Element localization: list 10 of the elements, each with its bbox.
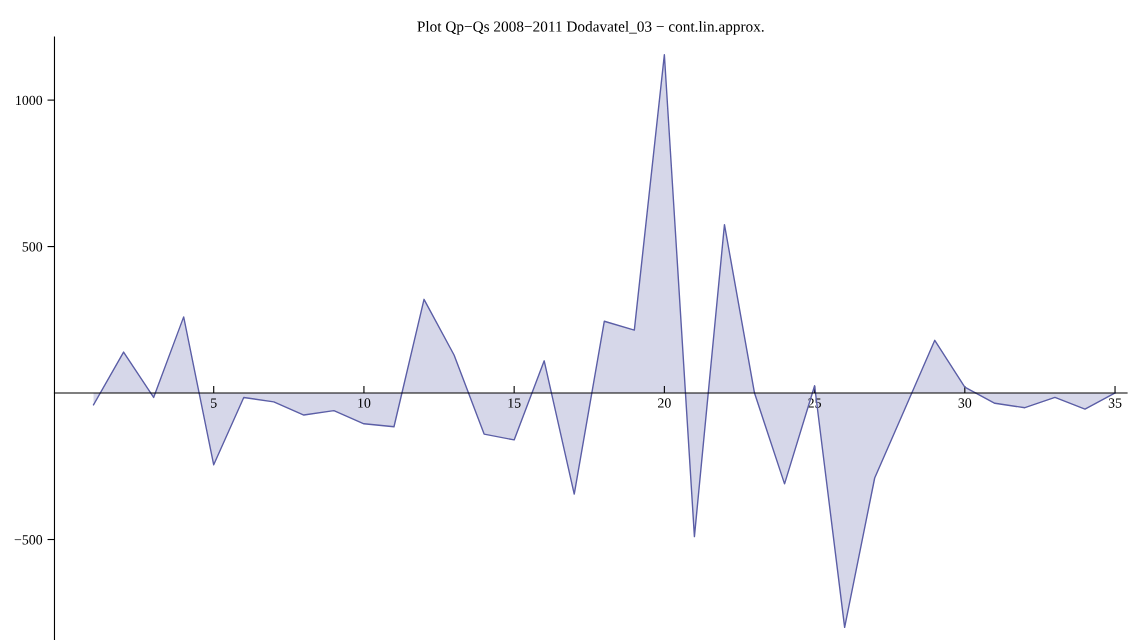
x-tick-label: 30 xyxy=(958,398,972,408)
x-tick-label: 20 xyxy=(658,398,671,408)
y-tick-label: −500 xyxy=(14,535,43,545)
chart-title: Plot Qp−Qs 2008−2011 Dodavatel_03 − cont.lin.approx. xyxy=(417,20,764,35)
x-tick-label: 35 xyxy=(1108,398,1122,408)
y-tick-label: 500 xyxy=(22,242,43,252)
y-tick-label: 1000 xyxy=(16,95,43,106)
x-tick-label: 5 xyxy=(211,398,217,408)
x-tick-label: 10 xyxy=(358,398,371,408)
x-tick-label: 15 xyxy=(508,398,521,408)
